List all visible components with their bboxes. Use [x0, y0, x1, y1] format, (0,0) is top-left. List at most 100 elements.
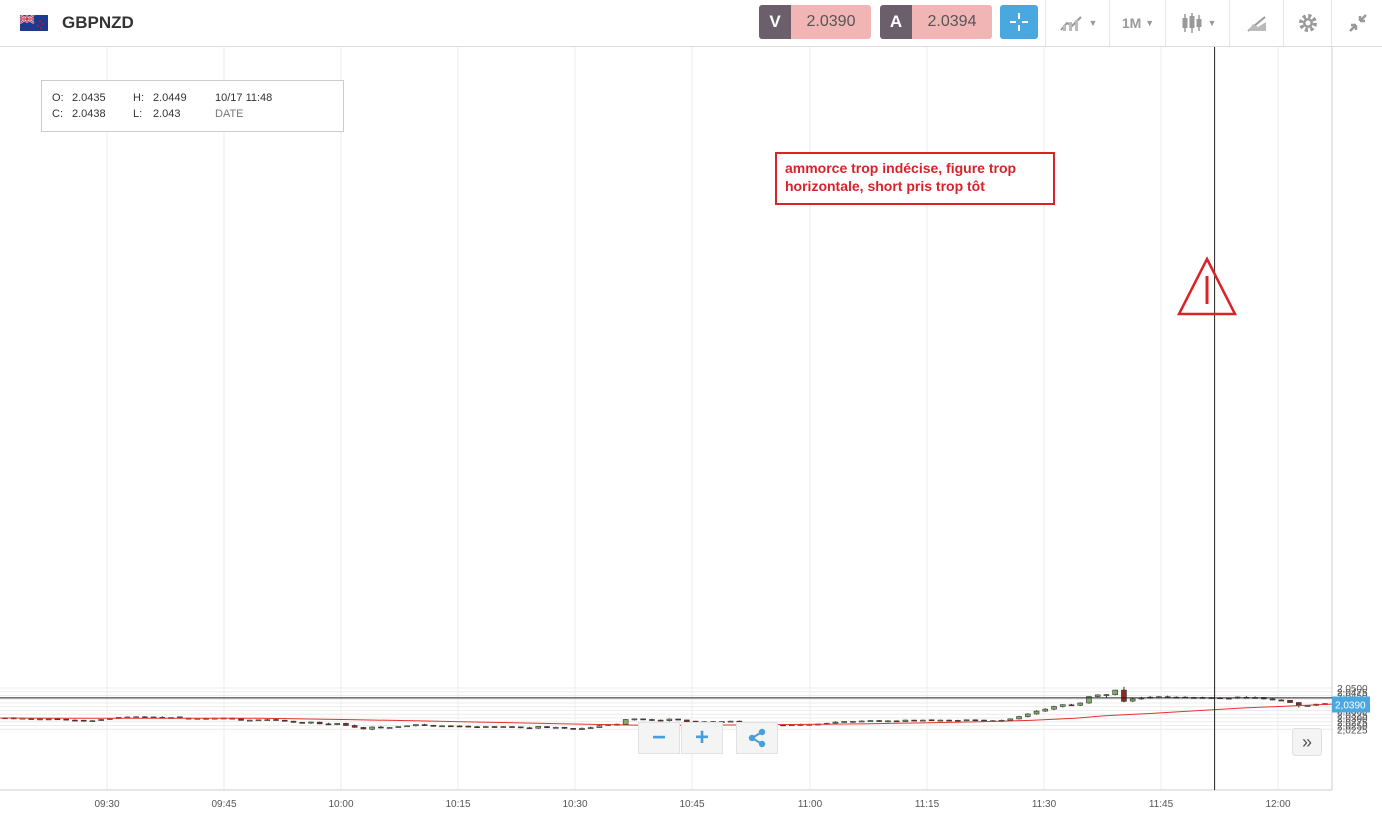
candle-body: [963, 719, 970, 722]
candle-body: [378, 726, 384, 729]
candle-body: [1007, 718, 1014, 721]
share-button[interactable]: [736, 722, 778, 754]
high-label: H:: [133, 92, 144, 104]
candle-body: [334, 723, 340, 725]
candle-body: [1042, 708, 1049, 712]
candle-body: [517, 726, 524, 729]
zoom-in-button[interactable]: +: [681, 722, 723, 754]
candle-body: [45, 718, 52, 721]
share-icon: [748, 728, 766, 748]
draw-tools-button[interactable]: [1229, 0, 1284, 46]
x-tick-label: 10:45: [679, 799, 704, 810]
fullscreen-collapse-icon: [1348, 14, 1367, 32]
candle-body: [727, 720, 734, 723]
y-tick-label: 2,0225: [1337, 725, 1368, 736]
candle-body: [561, 726, 568, 729]
candle-body: [369, 726, 375, 730]
candle-body: [1278, 699, 1285, 702]
ohlc-info-box: O: 2.0435 H: 2.0449 10/17 11:48 C: 2.043…: [41, 80, 344, 132]
candle-body: [133, 716, 139, 719]
top-toolbar: GBPNZD V 2.0390 A 2.0394 ▼ 1M ▼ ▼: [0, 0, 1382, 47]
candle-body: [570, 728, 577, 730]
candle-body: [684, 719, 690, 722]
candle-body: [832, 721, 839, 724]
sell-tag: V: [759, 5, 791, 39]
candle-body: [526, 727, 533, 730]
x-tick-label: 10:15: [445, 799, 470, 810]
candle-body: [946, 719, 952, 722]
candle-body: [238, 718, 244, 721]
x-tick-label: 09:45: [211, 799, 236, 810]
candle-body: [867, 720, 874, 722]
candle-body: [596, 725, 603, 728]
candle-body: [902, 719, 909, 722]
candle-body: [72, 719, 78, 722]
candle-body: [1269, 698, 1276, 701]
candle-body: [631, 718, 638, 721]
candle-body: [316, 721, 323, 725]
settings-button[interactable]: [1283, 0, 1332, 46]
candle-body: [1112, 689, 1118, 695]
scroll-forward-button[interactable]: »: [1292, 728, 1322, 756]
y-tick-label: 2,0250: [1337, 722, 1368, 733]
x-tick-label: 11:45: [1149, 799, 1174, 810]
buy-price-button[interactable]: A 2.0394: [880, 5, 992, 39]
candle-body: [535, 726, 542, 729]
current-price-badge: [1332, 696, 1370, 713]
buy-tag: A: [880, 5, 912, 39]
warning-triangle-icon: [1176, 256, 1238, 316]
candle-body: [937, 719, 944, 722]
fullscreen-button[interactable]: [1331, 0, 1382, 46]
low-value: 2.043: [153, 108, 181, 120]
x-tick-label: 10:30: [562, 799, 587, 810]
candle-body: [876, 720, 882, 722]
candle-body: [1287, 699, 1293, 703]
x-tick-label: 10:00: [328, 799, 353, 810]
candle-body: [500, 726, 507, 728]
settings-icon: [1299, 14, 1317, 32]
crosshair-icon: [1010, 13, 1028, 31]
candle-body: [273, 719, 279, 721]
date-caption: DATE: [215, 108, 244, 120]
candle-body: [89, 720, 96, 723]
current-price-label: 2,0390: [1335, 701, 1366, 712]
low-label: L:: [133, 108, 143, 120]
candle-body: [395, 726, 402, 728]
sell-price-button[interactable]: V 2.0390: [759, 5, 871, 39]
candle-body: [360, 727, 367, 730]
x-tick-label: 09:30: [94, 799, 119, 810]
candle-body: [1121, 689, 1127, 702]
candle-body: [386, 727, 393, 729]
crosshair-button[interactable]: [1000, 5, 1038, 39]
draw-icon: [1247, 16, 1266, 32]
price-chart[interactable]: 2,02252,02502,02752,03002,03252,03502,03…: [0, 47, 1382, 822]
candle-body: [622, 719, 629, 725]
sell-price: 2.0390: [791, 5, 871, 39]
chart-type-dropdown[interactable]: ▼: [1165, 0, 1230, 46]
candle-body: [509, 726, 515, 728]
candle-body: [649, 719, 655, 721]
candle-body: [1016, 716, 1022, 720]
x-tick-label: 11:30: [1032, 799, 1057, 810]
candle-datetime: 10/17 11:48: [215, 92, 273, 104]
y-tick-label: 2,0500: [1337, 684, 1368, 695]
candle-body: [928, 719, 935, 722]
indicators-button[interactable]: ▼: [1045, 0, 1110, 46]
candle-body: [1051, 706, 1057, 710]
timeframe-dropdown[interactable]: 1M ▼: [1109, 0, 1166, 46]
close-label: C:: [52, 108, 63, 120]
candle-body: [552, 726, 559, 729]
y-tick-label: 2,0325: [1337, 710, 1368, 721]
zoom-out-button[interactable]: −: [638, 722, 680, 754]
y-tick-label: 2,0300: [1337, 714, 1368, 725]
candle-body: [1059, 704, 1066, 707]
indicators-icon: [1059, 16, 1082, 31]
candle-body: [246, 719, 253, 722]
x-tick-label: 11:00: [798, 799, 823, 810]
candle-body: [1033, 710, 1040, 715]
candle-body: [351, 725, 358, 728]
candle-body: [841, 721, 848, 723]
candle-body: [413, 724, 419, 727]
flag-gb-nz-icon: [20, 15, 48, 31]
moving-average-line: [0, 703, 1333, 726]
